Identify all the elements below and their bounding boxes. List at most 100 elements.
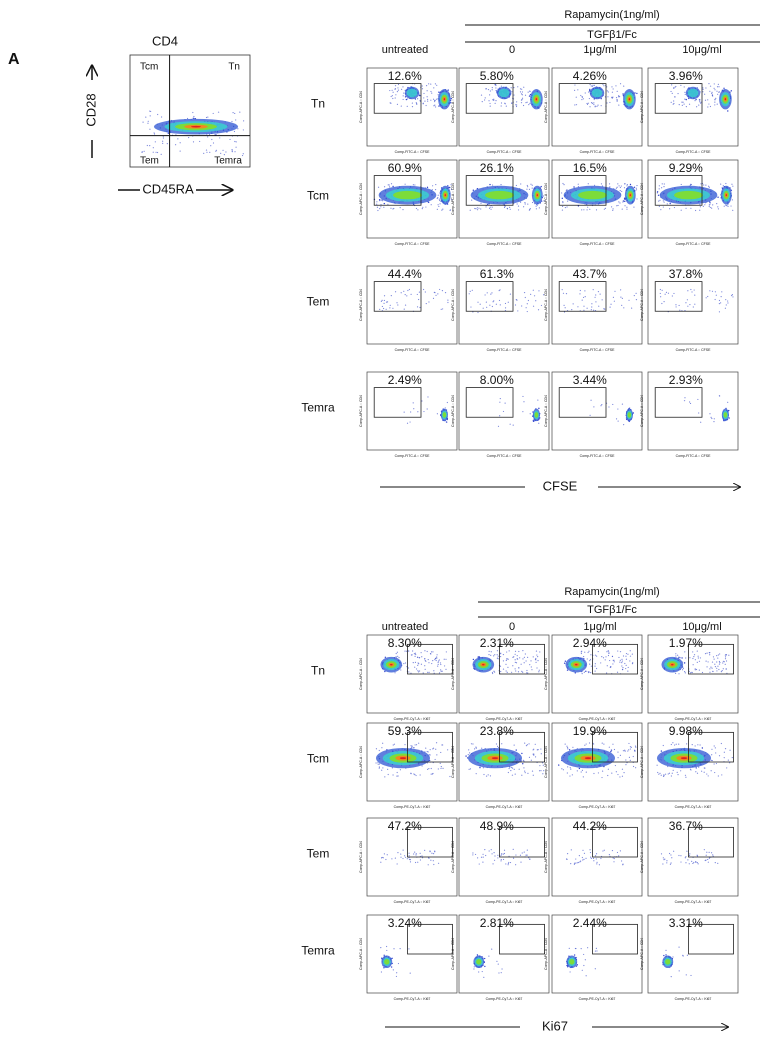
cell-dot xyxy=(609,186,611,188)
cell-dot xyxy=(517,671,520,673)
cell-dot xyxy=(715,762,718,765)
cell-dot xyxy=(491,853,493,855)
cell-dot xyxy=(501,743,503,745)
cell-dot xyxy=(614,764,616,767)
cell-dot xyxy=(431,92,433,94)
cell-dot xyxy=(390,295,392,297)
cell-dot xyxy=(575,862,577,864)
cell-dot xyxy=(505,663,507,665)
cell-dot xyxy=(408,852,410,854)
cell-dot xyxy=(514,661,516,663)
cell-dot xyxy=(514,668,516,670)
cell-dot xyxy=(713,83,715,85)
cell-dot xyxy=(519,657,521,659)
cell-dot xyxy=(588,742,591,744)
cell-dot xyxy=(407,650,409,652)
cell-dot xyxy=(593,309,595,311)
cell-dot xyxy=(488,100,490,102)
cell-dot xyxy=(600,97,602,100)
cell-dot xyxy=(470,306,472,308)
cell-dot xyxy=(497,963,499,965)
cell-dot xyxy=(384,670,386,673)
cell-dot xyxy=(709,90,711,92)
cell-dot xyxy=(209,151,211,154)
cell-dot xyxy=(394,85,397,87)
cell-dot xyxy=(664,858,666,860)
density xyxy=(399,757,407,760)
cell-dot xyxy=(610,750,612,753)
cell-dot xyxy=(516,203,518,205)
cell-dot xyxy=(532,774,534,776)
cell-dot xyxy=(436,413,438,415)
cell-dot xyxy=(447,299,449,301)
cell-dot xyxy=(704,99,707,101)
cell-dot xyxy=(532,305,535,307)
cell-dot xyxy=(440,669,442,671)
cell-dot xyxy=(417,664,419,667)
cell-dot xyxy=(607,650,610,652)
cell-dot xyxy=(562,292,565,294)
cell-dot xyxy=(705,297,707,299)
percentage: 2.81% xyxy=(480,916,514,930)
cell-dot xyxy=(673,744,676,746)
cell-dot xyxy=(536,654,538,656)
cell-dot xyxy=(538,422,540,424)
plot-x-label: Comp-PE-Cy7-A :: Ki67 xyxy=(675,900,712,904)
cell-dot xyxy=(684,91,686,93)
cell-dot xyxy=(717,93,719,95)
cell-dot xyxy=(523,86,525,88)
cell-dot xyxy=(590,309,592,311)
cell-dot xyxy=(425,302,427,305)
cell-dot xyxy=(499,415,501,417)
cell-dot xyxy=(594,968,596,970)
cell-dot xyxy=(681,104,683,106)
cell-dot xyxy=(613,861,615,863)
cell-dot xyxy=(719,653,721,655)
cell-dot xyxy=(561,197,564,200)
cell-dot xyxy=(468,768,470,770)
cell-dot xyxy=(619,850,621,852)
cell-dot xyxy=(601,299,603,301)
percentage: 47.2% xyxy=(388,819,422,833)
cell-dot xyxy=(414,666,416,668)
cell-dot xyxy=(392,208,394,210)
percentage: 61.3% xyxy=(480,267,514,281)
cell-dot xyxy=(716,670,718,672)
cell-dot xyxy=(631,653,633,655)
cell-dot xyxy=(440,751,442,754)
cell-dot xyxy=(437,94,439,96)
cell-dot xyxy=(436,654,438,656)
cell-dot xyxy=(674,96,676,98)
cell-dot xyxy=(619,83,622,85)
cell-dot xyxy=(714,861,716,864)
cell-dot xyxy=(437,196,439,199)
cell-dot xyxy=(395,94,397,96)
cell-dot xyxy=(685,302,687,304)
cell-dot xyxy=(606,90,608,92)
cell-dot xyxy=(689,303,691,306)
cell-dot xyxy=(418,663,420,665)
cell-dot xyxy=(153,133,156,135)
cell-dot xyxy=(429,754,431,756)
cell-dot xyxy=(493,300,495,302)
cell-dot xyxy=(513,768,515,770)
cell-dot xyxy=(616,205,618,207)
cell-dot xyxy=(660,853,663,855)
cell-dot xyxy=(529,664,531,666)
cell-dot xyxy=(376,201,378,203)
cell-dot xyxy=(726,767,728,769)
cell-dot xyxy=(489,183,491,186)
cell-dot xyxy=(494,855,496,857)
cell-dot xyxy=(684,98,686,100)
cell-dot xyxy=(497,425,500,427)
cell-dot xyxy=(535,657,537,660)
cell-dot xyxy=(629,748,631,750)
cell-dot xyxy=(716,90,718,92)
cell-dot xyxy=(419,99,421,102)
cell-dot xyxy=(692,657,694,660)
cell-dot xyxy=(718,668,720,671)
cell-dot xyxy=(574,84,576,86)
cell-dot xyxy=(500,670,502,673)
